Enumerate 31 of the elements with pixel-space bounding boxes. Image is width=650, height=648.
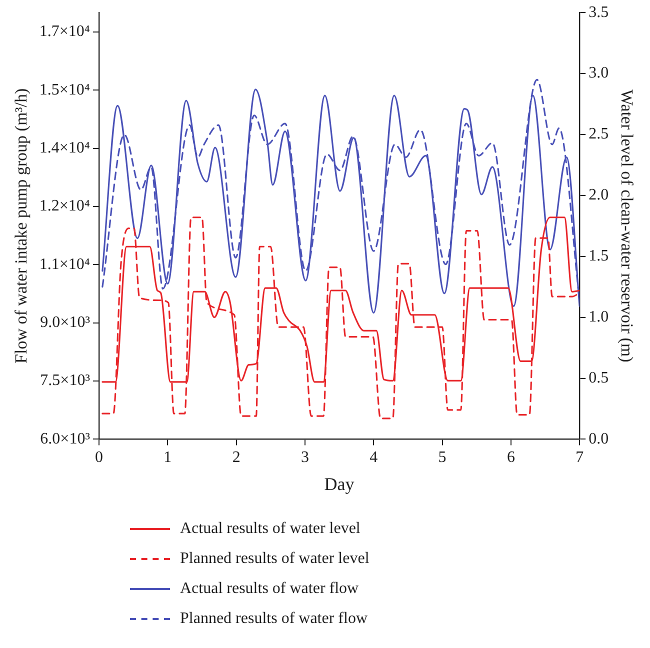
y-tick-label: 1.2×10⁴	[39, 198, 90, 215]
y-tick-label: 9.0×10³	[40, 314, 90, 332]
y-tick-label: 1.5×10⁴	[39, 81, 90, 98]
y2-axis-title: Water level of clean-water reservoir (m)	[617, 89, 636, 362]
x-tick-label: 3	[300, 449, 309, 466]
x-tick-label: 2	[232, 449, 240, 466]
y2-tick-label: 1.5	[588, 248, 609, 265]
y2-tick-label: 1.0	[588, 308, 609, 326]
x-tick-label: 4	[370, 449, 378, 466]
y-tick-label: 6.0×10³	[40, 430, 90, 448]
x-tick-label: 1	[164, 449, 172, 466]
legend-label: Planned results of water flow	[180, 610, 368, 628]
y2-tick-label: 0.5	[588, 369, 609, 386]
y2-tick-label: 0.0	[588, 430, 609, 448]
legend-label: Actual results of water level	[180, 520, 360, 538]
x-tick-label: 6	[506, 449, 515, 466]
legend-label: Actual results of water flow	[180, 580, 359, 598]
y-tick-label: 1.1×10⁴	[39, 256, 90, 273]
y-tick-label: 1.7×10⁴	[39, 23, 90, 40]
x-tick-label: 5	[438, 449, 446, 466]
y-tick-label: 1.4×10⁴	[39, 140, 90, 157]
y2-tick-label: 2.0	[588, 186, 609, 204]
y-tick-label: 7.5×10³	[40, 372, 90, 390]
x-tick-label: 7	[576, 449, 584, 466]
legend-label: Planned results of water level	[180, 550, 370, 568]
y2-tick-label: 3.5	[588, 4, 609, 21]
y2-tick-label: 3.0	[588, 64, 609, 82]
x-tick-label: 0	[95, 449, 103, 466]
y-axis-title: Flow of water intake pump group (m³/h)	[12, 88, 31, 364]
x-axis-title: Day	[324, 474, 354, 494]
y2-tick-label: 2.5	[588, 126, 609, 143]
